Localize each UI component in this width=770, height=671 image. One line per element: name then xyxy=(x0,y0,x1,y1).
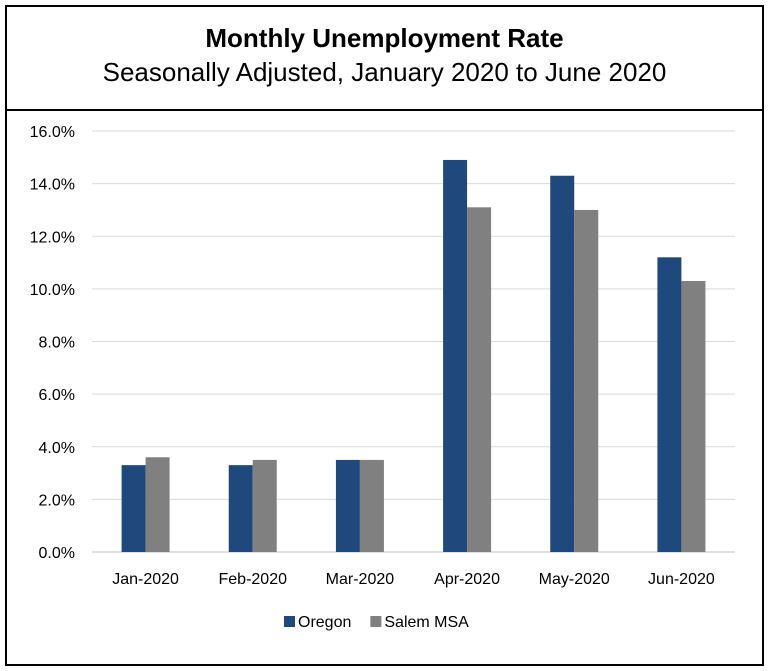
legend: Oregon Salem MSA xyxy=(284,614,469,631)
y-tick-label: 6.0% xyxy=(39,387,75,404)
x-tick-label: Mar-2020 xyxy=(326,571,395,588)
bars xyxy=(121,159,706,552)
bar-salem-msa xyxy=(252,459,277,552)
x-tick-label: Jan-2020 xyxy=(112,571,179,588)
x-tick-label: Apr-2020 xyxy=(434,571,500,588)
bar-oregon xyxy=(228,465,253,552)
bar-salem-msa xyxy=(467,207,492,552)
bar-salem-msa xyxy=(574,209,599,552)
x-tick-label: May-2020 xyxy=(539,571,610,588)
chart-header: Monthly Unemployment Rate Seasonally Adj… xyxy=(5,5,764,111)
bar-oregon xyxy=(657,257,682,552)
bar-oregon xyxy=(335,459,360,552)
legend-label: Oregon xyxy=(298,614,351,631)
y-tick-label: 12.0% xyxy=(30,229,75,246)
legend-label: Salem MSA xyxy=(384,614,469,631)
y-tick-label: 4.0% xyxy=(39,440,75,457)
bar-salem-msa xyxy=(145,457,170,552)
y-tick-label: 8.0% xyxy=(39,335,75,352)
y-tick-label: 0.0% xyxy=(39,545,75,562)
chart-frame xyxy=(5,5,764,666)
legend-swatch xyxy=(284,616,295,627)
x-axis: Jan-2020 Feb-2020 Mar-2020 Apr-2020 May-2020… xyxy=(112,571,715,588)
bar-oregon xyxy=(550,175,575,552)
bar-salem-msa xyxy=(681,280,706,552)
y-tick-label: 16.0% xyxy=(30,124,75,141)
chart-subtitle: Seasonally Adjusted, January 2020 to Jun… xyxy=(102,57,667,87)
chart-title: Monthly Unemployment Rate xyxy=(205,23,564,53)
bar-salem-msa xyxy=(359,459,384,552)
gridlines xyxy=(92,130,735,553)
y-tick-label: 14.0% xyxy=(30,177,75,194)
bar-oregon xyxy=(121,465,146,552)
y-tick-label: 2.0% xyxy=(39,492,75,509)
legend-swatch xyxy=(370,616,382,627)
x-tick-label: Feb-2020 xyxy=(219,571,288,588)
x-tick-label: Jun-2020 xyxy=(648,571,715,588)
y-tick-label: 10.0% xyxy=(30,282,75,299)
bar-oregon xyxy=(443,159,468,552)
y-axis: 0.0% 2.0% 4.0% 6.0% 8.0% 10.0% 12.0% 14.0% 16.0% xyxy=(30,124,75,562)
